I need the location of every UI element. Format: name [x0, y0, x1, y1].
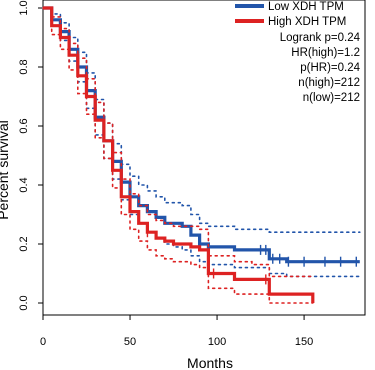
axes: 0 50 100 150 0.0 0.2 0.4 0.6 0.8 1.0: [18, 0, 366, 348]
stat-logrank-p: Logrank p=0.24: [280, 32, 361, 44]
x-tick-label: 150: [295, 336, 313, 348]
y-tick-label: 0.2: [18, 236, 30, 251]
x-tick-label: 0: [40, 336, 46, 348]
y-tick-label: 1.0: [18, 0, 30, 15]
series-high-ci-upper: [42, 7, 314, 278]
x-axis-label: Months: [187, 355, 233, 370]
legend-label-high: High XDH TPM: [268, 16, 346, 28]
y-axis-label: Percent survival: [0, 120, 11, 220]
legend: Low XDH TPM High XDH TPM: [235, 1, 346, 28]
x-tick-label: 50: [124, 336, 136, 348]
stat-n-low: n(low)=212: [303, 92, 360, 104]
y-tick-label: 0.4: [18, 177, 30, 192]
plot-frame: [42, 0, 366, 316]
legend-label-low: Low XDH TPM: [268, 1, 344, 13]
stat-p-hr: p(HR)=0.24: [300, 62, 360, 74]
series-high-ci-lower: [42, 7, 314, 304]
stat-hr-high: HR(high)=1.2: [291, 47, 360, 59]
series-layer: [42, 6, 361, 304]
y-tick-label: 0.8: [18, 59, 30, 74]
x-tick-label: 100: [208, 336, 226, 348]
y-tick-label: 0.0: [18, 295, 30, 310]
stat-n-high: n(high)=212: [298, 77, 360, 89]
series-high: [42, 6, 315, 304]
stats-block: Logrank p=0.24 HR(high)=1.2 p(HR)=0.24 n…: [280, 32, 361, 104]
y-tick-label: 0.6: [18, 118, 30, 133]
